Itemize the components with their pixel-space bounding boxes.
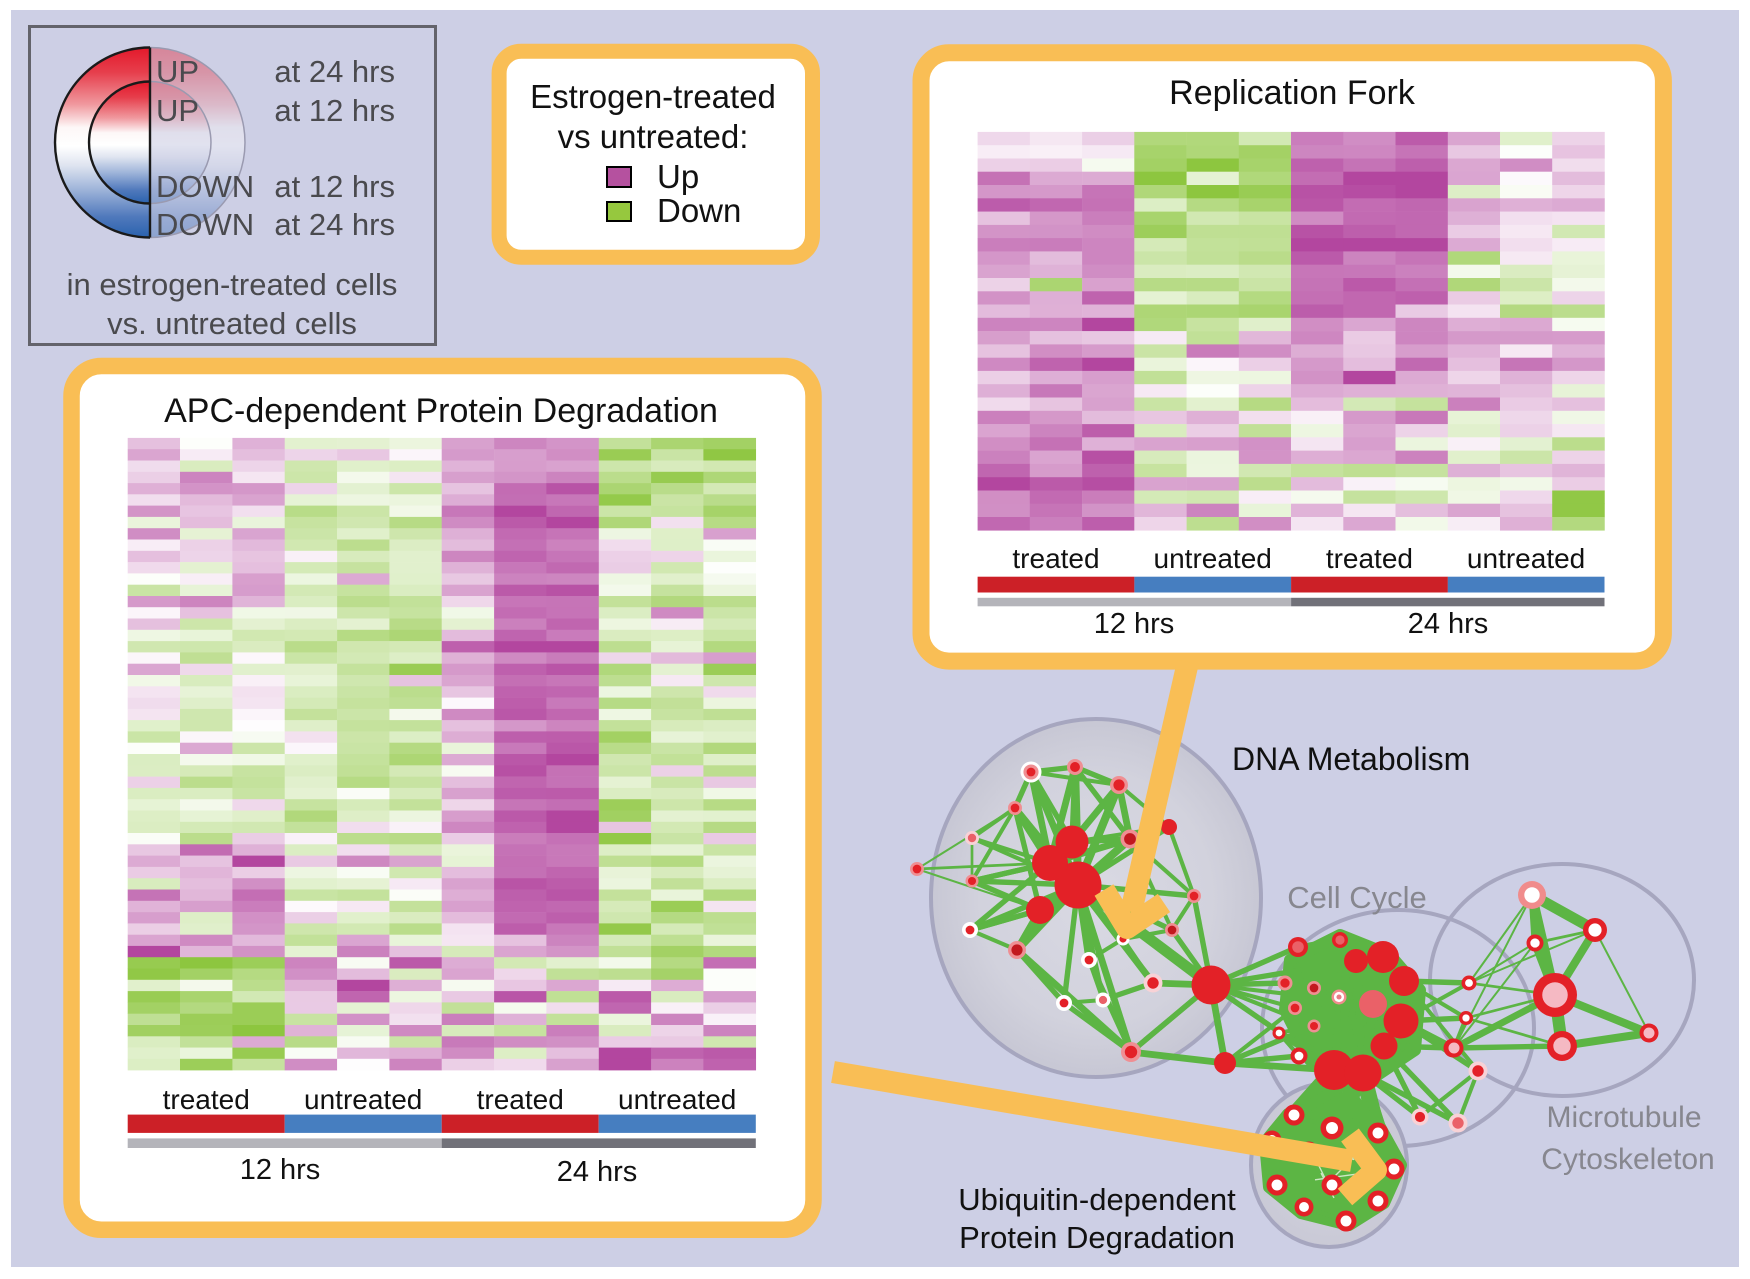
svg-text:vs untreated:: vs untreated:: [558, 118, 749, 155]
svg-text:12 hrs: 12 hrs: [1094, 608, 1175, 640]
svg-text:at 12 hrs: at 12 hrs: [274, 169, 395, 204]
svg-text:12 hrs: 12 hrs: [240, 1154, 321, 1186]
svg-text:untreated: untreated: [1467, 543, 1585, 574]
svg-text:treated: treated: [1326, 543, 1413, 574]
svg-text:Down: Down: [657, 192, 741, 229]
svg-text:untreated: untreated: [304, 1084, 422, 1115]
svg-text:treated: treated: [477, 1084, 564, 1115]
svg-text:Cell Cycle: Cell Cycle: [1287, 880, 1427, 915]
svg-text:24 hrs: 24 hrs: [557, 1156, 638, 1188]
svg-text:DOWN: DOWN: [156, 169, 254, 204]
svg-text:Ubiquitin-dependent: Ubiquitin-dependent: [958, 1182, 1236, 1217]
svg-text:Estrogen-treated: Estrogen-treated: [530, 78, 776, 115]
svg-text:at 12 hrs: at 12 hrs: [274, 93, 395, 128]
svg-text:at 24 hrs: at 24 hrs: [274, 207, 395, 242]
svg-text:UP: UP: [156, 93, 199, 128]
svg-text:Up: Up: [657, 158, 699, 195]
svg-text:Microtubule: Microtubule: [1546, 1101, 1701, 1134]
svg-text:untreated: untreated: [618, 1084, 736, 1115]
svg-text:treated: treated: [163, 1084, 250, 1115]
svg-text:Replication Fork: Replication Fork: [1169, 74, 1416, 112]
svg-text:UP: UP: [156, 54, 199, 89]
svg-text:vs. untreated cells: vs. untreated cells: [107, 306, 357, 341]
svg-text:untreated: untreated: [1154, 543, 1272, 574]
svg-text:DNA Metabolism: DNA Metabolism: [1232, 741, 1470, 777]
svg-text:Cytoskeleton: Cytoskeleton: [1541, 1143, 1714, 1176]
svg-text:treated: treated: [1012, 543, 1099, 574]
svg-text:24 hrs: 24 hrs: [1408, 608, 1489, 640]
svg-text:in estrogen-treated cells: in estrogen-treated cells: [67, 267, 398, 302]
svg-text:APC-dependent Protein Degradat: APC-dependent Protein Degradation: [164, 392, 718, 430]
svg-text:DOWN: DOWN: [156, 207, 254, 242]
svg-text:Protein Degradation: Protein Degradation: [959, 1220, 1235, 1255]
svg-text:at 24 hrs: at 24 hrs: [274, 54, 395, 89]
